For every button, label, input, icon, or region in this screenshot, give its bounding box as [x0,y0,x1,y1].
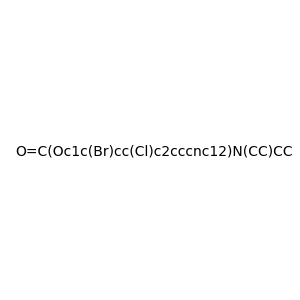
Text: O=C(Oc1c(Br)cc(Cl)c2cccnc12)N(CC)CC: O=C(Oc1c(Br)cc(Cl)c2cccnc12)N(CC)CC [15,145,292,158]
